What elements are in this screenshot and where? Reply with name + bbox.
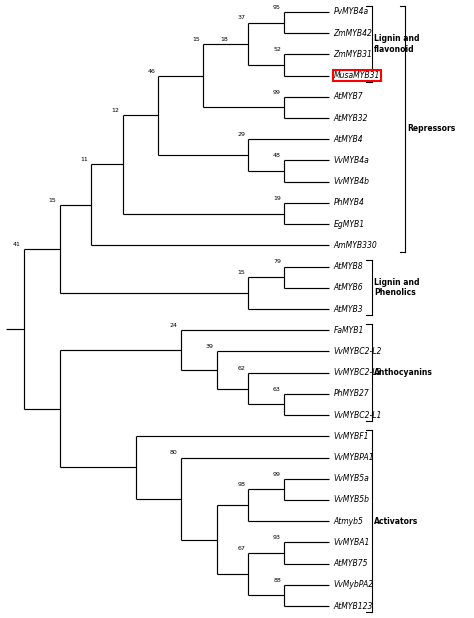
Text: 98: 98 bbox=[237, 482, 245, 487]
Text: VvMYB5b: VvMYB5b bbox=[334, 496, 370, 504]
Text: PvMYB4a: PvMYB4a bbox=[334, 7, 369, 17]
Text: AtMYB3: AtMYB3 bbox=[334, 305, 363, 313]
Text: AtMYB123: AtMYB123 bbox=[334, 601, 373, 611]
Text: 99: 99 bbox=[273, 90, 281, 95]
Text: VvMybPA2: VvMybPA2 bbox=[334, 580, 374, 590]
Text: 15: 15 bbox=[192, 36, 200, 41]
Text: Lignin and
Phenolics: Lignin and Phenolics bbox=[374, 278, 419, 297]
Text: MusaMYB31: MusaMYB31 bbox=[334, 71, 380, 80]
Text: VvMYBA1: VvMYBA1 bbox=[334, 538, 370, 547]
Text: PhMYB4: PhMYB4 bbox=[334, 198, 365, 208]
Text: 11: 11 bbox=[80, 158, 88, 163]
Text: 15: 15 bbox=[49, 198, 56, 203]
Text: AtMYB8: AtMYB8 bbox=[334, 262, 363, 271]
Text: VvMYB4b: VvMYB4b bbox=[334, 177, 370, 186]
Text: 46: 46 bbox=[147, 69, 155, 74]
Text: 29: 29 bbox=[237, 132, 245, 137]
Text: 67: 67 bbox=[237, 546, 245, 551]
Text: 88: 88 bbox=[273, 578, 281, 583]
Text: AtMYB6: AtMYB6 bbox=[334, 283, 363, 292]
Text: ZmMYB42: ZmMYB42 bbox=[334, 28, 373, 38]
Text: 79: 79 bbox=[273, 260, 281, 265]
Text: VvMYBC2-L3: VvMYBC2-L3 bbox=[334, 368, 382, 377]
Text: Anthocyanins: Anthocyanins bbox=[374, 368, 433, 377]
Text: VvMYB5a: VvMYB5a bbox=[334, 474, 369, 483]
Text: 15: 15 bbox=[237, 270, 245, 275]
Text: AtMYB75: AtMYB75 bbox=[334, 559, 368, 568]
Text: ZmMYB31: ZmMYB31 bbox=[334, 50, 373, 59]
Text: AmMYB330: AmMYB330 bbox=[334, 241, 377, 250]
Text: 93: 93 bbox=[273, 535, 281, 540]
Text: 37: 37 bbox=[237, 15, 245, 20]
Text: VvMYBPA1: VvMYBPA1 bbox=[334, 453, 374, 462]
Text: 18: 18 bbox=[220, 36, 228, 41]
Text: 19: 19 bbox=[273, 196, 281, 201]
Text: Activators: Activators bbox=[374, 517, 418, 526]
Text: 24: 24 bbox=[170, 323, 178, 328]
Text: AtMYB7: AtMYB7 bbox=[334, 92, 363, 101]
Text: 62: 62 bbox=[237, 365, 245, 371]
Text: EgMYB1: EgMYB1 bbox=[334, 219, 365, 229]
Text: 80: 80 bbox=[170, 451, 178, 455]
Text: PhMYB27: PhMYB27 bbox=[334, 389, 369, 399]
Text: 39: 39 bbox=[206, 344, 214, 349]
Text: Repressors: Repressors bbox=[408, 124, 456, 133]
Text: Atmyb5: Atmyb5 bbox=[334, 517, 364, 526]
Text: 99: 99 bbox=[273, 472, 281, 476]
Text: 52: 52 bbox=[273, 48, 281, 53]
Text: VvMYB4a: VvMYB4a bbox=[334, 156, 369, 165]
Text: 12: 12 bbox=[111, 108, 119, 113]
Text: VvMYBF1: VvMYBF1 bbox=[334, 432, 369, 441]
Text: AtMYB4: AtMYB4 bbox=[334, 135, 363, 144]
Text: Lignin and
flavonoid: Lignin and flavonoid bbox=[374, 34, 419, 54]
Text: 41: 41 bbox=[13, 242, 21, 247]
Text: FaMYB1: FaMYB1 bbox=[334, 326, 364, 335]
Text: AtMYB32: AtMYB32 bbox=[334, 114, 368, 122]
Text: 95: 95 bbox=[273, 5, 281, 10]
Text: 48: 48 bbox=[273, 153, 281, 158]
Text: 63: 63 bbox=[273, 387, 281, 392]
Text: VvMYBC2-L2: VvMYBC2-L2 bbox=[334, 347, 382, 356]
Text: VvMYBC2-L1: VvMYBC2-L1 bbox=[334, 410, 382, 420]
